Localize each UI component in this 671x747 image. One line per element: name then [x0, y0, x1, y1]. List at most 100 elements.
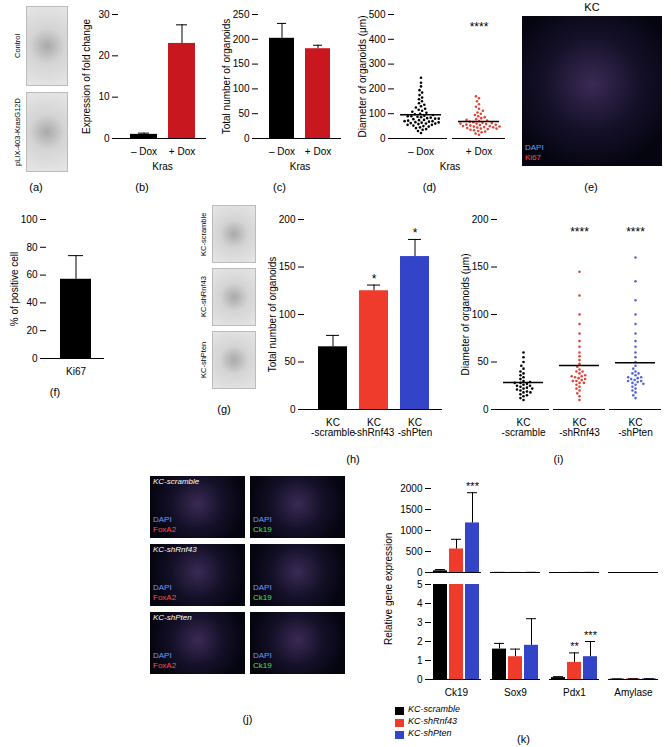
svg-text:0: 0 [32, 353, 38, 364]
svg-text:40: 40 [26, 297, 38, 308]
svg-text:100: 100 [369, 108, 386, 119]
svg-text:0: 0 [244, 133, 250, 144]
html-text:(i): (i) [553, 453, 564, 465]
html-text:(b): (b) [135, 181, 149, 193]
html-text:(f): (f) [49, 386, 61, 398]
html-text:(e): (e) [584, 181, 598, 193]
svg-text:Amylase: Amylase [614, 687, 653, 698]
svg-text:KC-shRnf43: KC-shRnf43 [354, 417, 395, 438]
svg-text:100: 100 [233, 83, 250, 94]
svg-text:300: 300 [369, 58, 386, 69]
svg-text:5: 5 [417, 579, 423, 590]
svg-text:1: 1 [417, 655, 423, 666]
svg-text:150: 150 [279, 261, 296, 272]
html-text:KC: KC [584, 1, 600, 13]
svg-text:100: 100 [472, 309, 489, 320]
svg-text:KC-scramble: KC-scramble [502, 417, 546, 438]
html-text:pLIX-403-KrasG12D: pLIX-403-KrasG12D [13, 98, 22, 166]
html-text:Control: Control [13, 33, 22, 59]
svg-text:10: 10 [98, 91, 110, 102]
svg-text:50: 50 [238, 108, 250, 119]
svg-text:200: 200 [472, 214, 489, 225]
svg-text:20: 20 [98, 50, 110, 61]
svg-text:2: 2 [417, 636, 423, 647]
svg-text:500: 500 [369, 9, 386, 20]
svg-text:150: 150 [472, 261, 489, 272]
svg-text:****: **** [470, 20, 489, 34]
svg-text:0: 0 [104, 133, 110, 144]
svg-text:150: 150 [233, 58, 250, 69]
svg-text:*: * [372, 272, 377, 286]
svg-text:Total number of organoids: Total number of organoids [267, 257, 278, 373]
svg-text:0: 0 [290, 404, 296, 415]
svg-text:0: 0 [380, 133, 386, 144]
svg-text:100: 100 [21, 214, 38, 225]
html-text:(j): (j) [242, 713, 253, 725]
svg-text:2000: 2000 [400, 483, 423, 494]
svg-text:Ki67: Ki67 [66, 366, 86, 377]
html-text:Ki67: Ki67 [525, 153, 541, 162]
svg-text:***: *** [584, 629, 598, 641]
svg-text:***: *** [466, 480, 480, 492]
svg-text:400: 400 [369, 34, 386, 45]
svg-text:0: 0 [483, 404, 489, 415]
svg-text:1000: 1000 [400, 525, 423, 536]
html-text:(c): (c) [273, 181, 286, 193]
svg-text:Diameter of organoids (μm): Diameter of organoids (μm) [357, 16, 368, 138]
svg-text:Diameter of organoids (μm): Diameter of organoids (μm) [460, 254, 471, 376]
svg-text:4: 4 [417, 598, 423, 609]
svg-text:Pdx1: Pdx1 [563, 687, 586, 698]
html-text:(g): (g) [217, 403, 231, 415]
html-text:KC-shPten: KC-shPten [199, 341, 208, 379]
html-text:KC-shPten: KC-shPten [408, 728, 452, 738]
svg-text:Kras: Kras [152, 161, 173, 172]
svg-text:3: 3 [417, 617, 423, 628]
html-text:(h): (h) [346, 453, 360, 465]
svg-text:500: 500 [406, 546, 423, 557]
svg-text:KC-scramble: KC-scramble [311, 417, 355, 438]
svg-text:200: 200 [233, 34, 250, 45]
html-text:KC-scramble: KC-scramble [408, 704, 460, 714]
svg-text:200: 200 [279, 214, 296, 225]
svg-text:Sox9: Sox9 [504, 687, 527, 698]
svg-text:30: 30 [98, 9, 110, 20]
svg-text:Kras: Kras [290, 161, 311, 172]
svg-text:250: 250 [233, 9, 250, 20]
svg-text:Ck19: Ck19 [445, 687, 469, 698]
svg-text:0: 0 [417, 567, 423, 578]
svg-text:**: ** [570, 640, 579, 652]
svg-text:Kras: Kras [440, 161, 461, 172]
svg-text:50: 50 [284, 356, 296, 367]
svg-text:KC-shPten: KC-shPten [398, 417, 432, 438]
svg-text:80: 80 [26, 242, 38, 253]
svg-text:KC-shPten: KC-shPten [618, 417, 652, 438]
svg-text:****: **** [626, 225, 645, 239]
html-text:KC-shRnf43: KC-shRnf43 [199, 276, 208, 318]
svg-text:****: **** [570, 225, 589, 239]
svg-text:*: * [413, 226, 418, 240]
svg-text:100: 100 [279, 309, 296, 320]
svg-text:% of positive cell: % of positive cell [9, 252, 20, 326]
svg-text:– Dox: – Dox [269, 146, 295, 157]
svg-text:1500: 1500 [400, 504, 423, 515]
svg-text:+ Dox: + Dox [169, 146, 195, 157]
svg-text:+ Dox: + Dox [466, 146, 492, 157]
svg-text:Expression of fold change: Expression of fold change [81, 19, 92, 135]
html-text:KC-scramble: KC-scramble [199, 212, 208, 256]
html-text:DAPI: DAPI [525, 143, 544, 152]
svg-text:+ Dox: + Dox [305, 146, 331, 157]
svg-text:200: 200 [369, 83, 386, 94]
svg-text:20: 20 [26, 325, 38, 336]
svg-text:50: 50 [477, 356, 489, 367]
svg-text:0: 0 [417, 674, 423, 685]
html-text:(a): (a) [29, 181, 43, 193]
svg-text:Total number of organoids: Total number of organoids [221, 19, 232, 135]
html-text:Relative gene expression: Relative gene expression [383, 532, 394, 645]
svg-text:– Dox: – Dox [408, 146, 434, 157]
svg-text:– Dox: – Dox [131, 146, 157, 157]
svg-text:60: 60 [26, 269, 38, 280]
svg-text:KC-shRnf43: KC-shRnf43 [559, 417, 600, 438]
html-text:(k): (k) [517, 733, 530, 745]
html-text:(d): (d) [422, 181, 437, 193]
html-text:KC-shRnf43: KC-shRnf43 [408, 716, 457, 726]
